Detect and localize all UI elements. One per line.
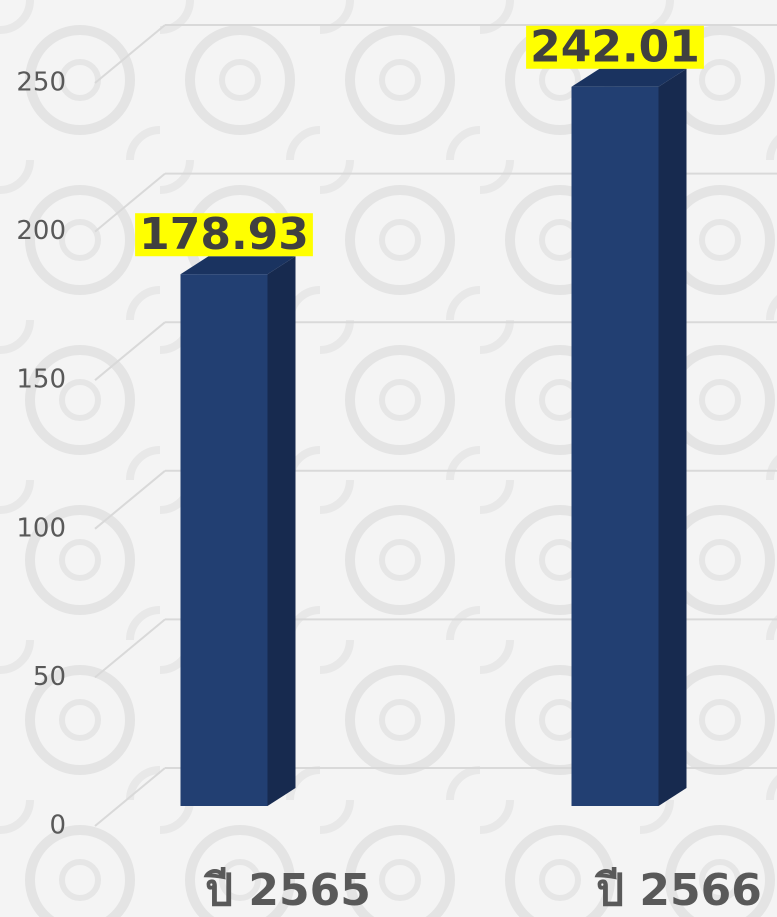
bar (180, 274, 268, 806)
bar-top (571, 68, 687, 87)
bar-top (180, 256, 296, 275)
grid-line (94, 172, 166, 233)
y-tick-label: 150 (16, 365, 66, 395)
grid-line (94, 470, 166, 530)
x-tick-label: ปี 2566 (594, 865, 762, 916)
grid-line (94, 767, 166, 827)
y-tick-label: 250 (16, 68, 66, 98)
y-tick-label: 100 (16, 513, 66, 543)
grid-line (94, 618, 166, 679)
value-label: 242.01 (530, 22, 700, 73)
x-tick-label: ปี 2565 (203, 865, 371, 916)
value-label-box (135, 213, 313, 257)
value-label: 178.93 (139, 209, 309, 260)
grid-line (94, 24, 166, 84)
grid-line (94, 321, 166, 381)
bar-side (267, 256, 296, 806)
y-tick-label: 0 (49, 811, 66, 841)
value-label-box (526, 25, 704, 69)
y-tick-label: 50 (33, 662, 66, 692)
bar-side (658, 68, 687, 806)
bar (571, 86, 659, 806)
y-tick-label: 200 (16, 216, 66, 246)
